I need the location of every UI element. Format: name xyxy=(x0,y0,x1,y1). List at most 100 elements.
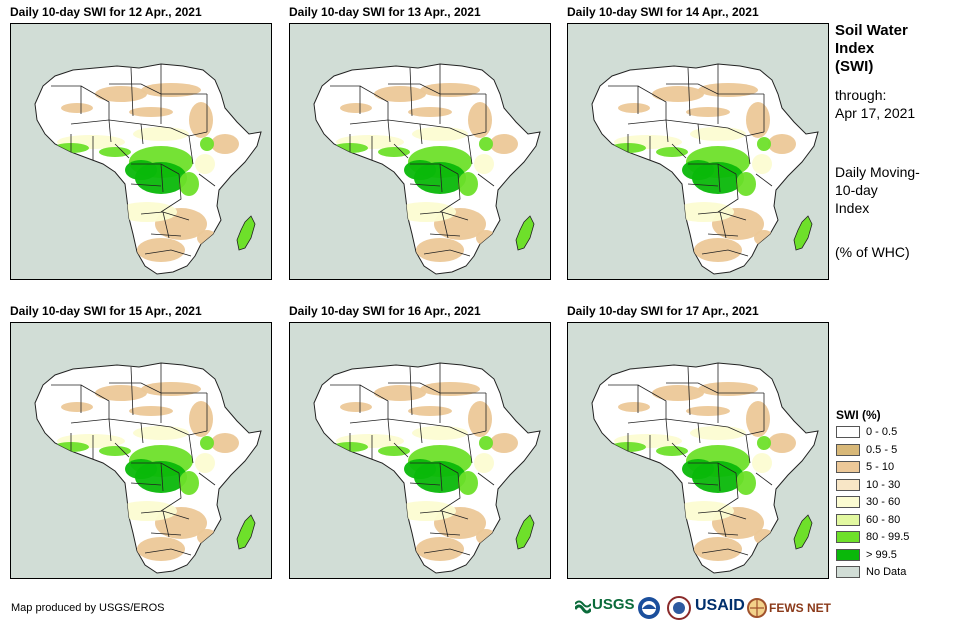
legend-label: 60 - 80 xyxy=(866,513,901,526)
swi-region xyxy=(117,202,177,222)
credit-text: Map produced by USGS/EROS xyxy=(11,602,165,614)
map-panel: Daily 10-day SWI for 12 Apr., 2021 xyxy=(10,5,272,280)
country-border xyxy=(80,384,110,419)
swi-region xyxy=(479,137,493,151)
country-border xyxy=(359,85,389,120)
swi-region xyxy=(652,385,704,401)
country-border xyxy=(441,211,449,239)
legend-label: 80 - 99.5 xyxy=(866,531,910,543)
country-border xyxy=(140,123,144,145)
usgs-wave-icon xyxy=(575,600,591,614)
country-border xyxy=(162,510,170,538)
swi-region xyxy=(736,172,756,196)
index-title: Soil Water Index (SWI) xyxy=(835,22,965,76)
swi-region xyxy=(129,406,173,416)
country-border xyxy=(666,83,719,95)
country-border xyxy=(637,384,667,419)
country-border xyxy=(717,472,739,512)
usaid-logo: USAID xyxy=(695,594,745,622)
index-title-line: Index xyxy=(835,40,875,57)
country-border xyxy=(666,382,719,394)
country-border xyxy=(717,462,721,492)
swi-region xyxy=(490,433,518,453)
country-border xyxy=(409,183,441,187)
through-block: through: Apr 17, 2021 xyxy=(835,86,965,122)
swi-region xyxy=(674,501,734,521)
country-border xyxy=(419,422,423,444)
swi-region xyxy=(125,160,157,180)
swi-region xyxy=(396,202,456,222)
legend-swatch xyxy=(836,566,860,578)
doi-seal-logo xyxy=(667,594,693,622)
country-border xyxy=(409,366,413,416)
swi-region xyxy=(189,102,213,138)
madagascar-landmass xyxy=(236,514,256,550)
through-label: through: xyxy=(835,87,887,103)
country-border xyxy=(701,548,749,556)
index-title-line: Soil Water xyxy=(835,22,908,39)
country-border xyxy=(687,67,691,117)
swi-region xyxy=(374,86,426,102)
country-border xyxy=(665,418,669,442)
legend-item: 5 - 10 xyxy=(836,460,956,475)
swi-region xyxy=(340,103,372,113)
swi-region xyxy=(686,107,730,117)
swi-region xyxy=(408,107,452,117)
panel-title: Daily 10-day SWI for 15 Apr., 2021 xyxy=(10,304,202,318)
country-border xyxy=(70,418,172,428)
swi-region xyxy=(698,83,758,97)
country-border xyxy=(627,418,729,428)
swi-region xyxy=(378,446,410,456)
units-label: (% of WHC) xyxy=(835,244,910,260)
swi-region xyxy=(412,127,468,141)
swi-region xyxy=(200,436,214,450)
swi-region xyxy=(458,172,478,196)
swi-region xyxy=(179,471,199,495)
country-border xyxy=(439,462,443,492)
swi-region xyxy=(61,103,93,113)
legend-label: No Data xyxy=(866,566,907,578)
country-border xyxy=(198,173,216,187)
madagascar-landmass xyxy=(793,215,813,251)
legend-swatch xyxy=(836,461,860,473)
swi-region xyxy=(694,238,742,262)
country-border xyxy=(745,135,751,165)
swi-region xyxy=(690,426,746,440)
legend-item: 0.5 - 5 xyxy=(836,443,956,458)
country-border xyxy=(671,143,687,159)
country-border xyxy=(388,382,441,394)
swi-region xyxy=(682,459,714,479)
swi-region xyxy=(141,382,201,396)
country-border xyxy=(477,173,495,187)
noaa-logo xyxy=(637,594,663,622)
index-description-line: Daily Moving- xyxy=(835,164,920,180)
country-border xyxy=(627,119,729,129)
swi-region xyxy=(686,406,730,416)
swi-region xyxy=(404,459,436,479)
swi-region xyxy=(746,401,770,437)
map-panel: Daily 10-day SWI for 14 Apr., 2021 xyxy=(567,5,829,280)
country-border xyxy=(467,135,473,165)
swi-region xyxy=(420,83,480,97)
country-border xyxy=(349,119,451,129)
country-border xyxy=(755,173,773,187)
swi-region xyxy=(768,134,796,154)
legend-item: No Data xyxy=(836,565,956,580)
map-canvas xyxy=(34,362,262,574)
country-border xyxy=(745,434,751,464)
swi-region xyxy=(656,147,688,157)
swi-fill-layer xyxy=(610,382,811,561)
swi-region xyxy=(474,453,494,473)
swi-region xyxy=(133,127,189,141)
usgs-logo: USGS xyxy=(575,594,635,622)
country-border xyxy=(393,442,409,458)
country-border xyxy=(359,384,389,419)
swi-region xyxy=(736,471,756,495)
country-border xyxy=(687,183,719,187)
swi-region xyxy=(211,433,239,453)
swi-region xyxy=(374,385,426,401)
country-border xyxy=(419,123,423,145)
map-canvas xyxy=(591,362,819,574)
africa-map xyxy=(289,322,551,579)
swi-region xyxy=(396,501,456,521)
